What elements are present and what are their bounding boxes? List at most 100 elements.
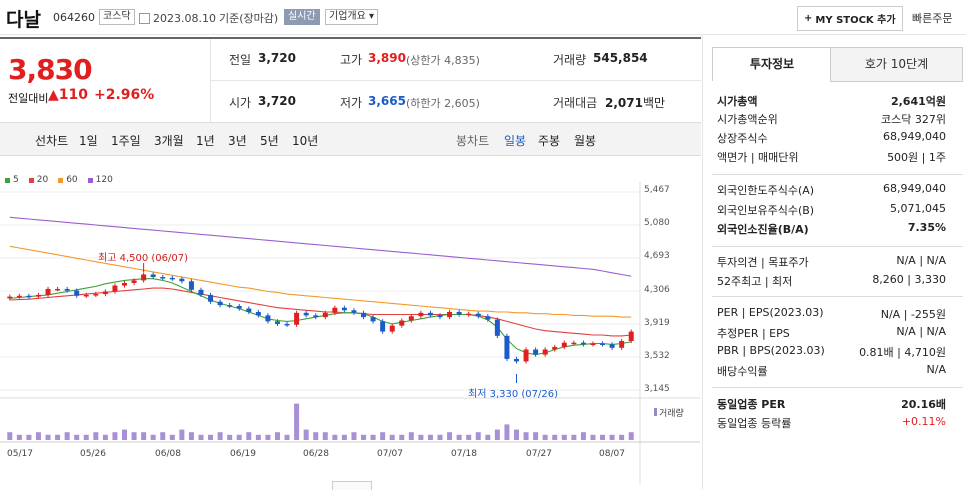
invest-row-label: 시가총액순위 [717, 113, 778, 126]
tab-candle-chart[interactable]: 봉차트 [456, 134, 490, 148]
lower-limit: (하한가 2,605) [406, 97, 480, 110]
candle [408, 316, 414, 321]
candle [380, 321, 386, 332]
candle [131, 280, 137, 283]
volume-bar [399, 434, 405, 440]
volume-bar [265, 434, 271, 440]
candle [399, 320, 405, 326]
volume-bar [351, 432, 357, 440]
candle [475, 313, 481, 317]
stock-name: 다날 [6, 9, 41, 31]
high-value: 3,890 [368, 51, 406, 65]
ma20-line [9, 287, 632, 337]
tab-weekly[interactable]: 주봉 [538, 134, 561, 148]
volume-bar [45, 434, 51, 440]
candle [188, 281, 194, 290]
company-overview-dropdown[interactable]: 기업개요 ▾ [325, 9, 379, 25]
candle [437, 315, 443, 318]
candle [361, 312, 367, 318]
invest-row-value: 2,641억원 [890, 95, 946, 108]
tab-10year[interactable]: 10년 [292, 134, 319, 148]
volume-bar [313, 432, 319, 440]
tab-orderbook[interactable]: 호가 10단계 [830, 47, 963, 82]
x-tick: 05/26 [80, 449, 106, 459]
volume-bar [303, 429, 309, 440]
volume-bar [370, 434, 376, 440]
candle [179, 278, 185, 282]
volume-bar [561, 434, 567, 440]
divider [712, 296, 963, 297]
prev-close-value: 3,720 [258, 51, 296, 65]
candle [523, 349, 529, 362]
tab-monthly[interactable]: 월봉 [574, 134, 597, 148]
legend-label: 5 [13, 175, 19, 185]
volume-bar [236, 434, 242, 440]
stock-code: 064260 [53, 11, 95, 24]
candle [227, 305, 233, 307]
tab-1week[interactable]: 1주일 [111, 134, 141, 148]
y-tick: 4,306 [644, 285, 670, 295]
invest-row-label: 외국인소진율(B/A) [717, 223, 809, 236]
candle [504, 335, 510, 359]
volume-bar [179, 429, 185, 440]
tab-1year[interactable]: 1년 [196, 134, 215, 148]
invest-row-value: 8,260 | 3,330 [872, 273, 946, 286]
tab-line-chart[interactable]: 선차트 [35, 134, 69, 148]
change-amount: 110 [58, 87, 89, 103]
invest-row-label: 외국인보유주식수(B) [717, 204, 815, 217]
invest-row-label: 외국인한도주식수(A) [717, 184, 815, 197]
candle [447, 311, 453, 318]
prev-close-label: 전일 [229, 53, 252, 67]
invest-row-value: 코스닥 327위 [881, 113, 946, 126]
change-percent: +2.96% [94, 87, 155, 103]
tab-5year[interactable]: 5년 [260, 134, 279, 148]
divider [712, 246, 963, 247]
invest-row-label: 상장주식수 [717, 132, 768, 145]
candle [93, 294, 99, 296]
ma60-line [9, 245, 632, 318]
my-stock-label: MY STOCK 추가 [815, 15, 896, 26]
candle [552, 346, 558, 350]
add-my-stock-button[interactable]: + MY STOCK 추가 [797, 6, 903, 31]
invest-tabs: 투자정보 호가 10단계 [712, 47, 963, 82]
tab-daily[interactable]: 일봉 [504, 134, 527, 148]
volume-bar [609, 434, 615, 440]
low-value: 3,665 [368, 94, 406, 108]
stock-chart[interactable] [0, 155, 700, 489]
up-arrow-icon: ▲ [48, 87, 59, 103]
volume-bar [542, 434, 548, 440]
tab-invest-info[interactable]: 투자정보 [712, 47, 832, 81]
high-annotation: 최고 4,500 (06/07) [98, 253, 189, 264]
legend-item-60: 60 [58, 175, 78, 185]
candle [542, 349, 548, 355]
tab-3year[interactable]: 3년 [228, 134, 247, 148]
volume-bar [628, 432, 634, 440]
volume-bar [427, 434, 433, 440]
x-tick: 08/07 [599, 449, 625, 459]
x-tick: 06/28 [303, 449, 329, 459]
volume-bar [74, 434, 80, 440]
quick-order-link[interactable]: 빠른주문 [912, 12, 953, 25]
open-value: 3,720 [258, 94, 296, 108]
tab-3month[interactable]: 3개월 [154, 134, 184, 148]
volume-bar [504, 424, 510, 440]
candle [16, 295, 22, 298]
candle [150, 274, 156, 278]
volume-bar [437, 434, 443, 440]
volume-bar [332, 434, 338, 440]
realtime-button[interactable]: 실시간 [284, 9, 320, 25]
invest-row-label: 동일업종 PER [717, 398, 786, 411]
tab-1day[interactable]: 1일 [79, 134, 98, 148]
volume-bar [274, 432, 280, 440]
volume-bar [418, 434, 424, 440]
candle [102, 291, 108, 295]
volume-bar [408, 432, 414, 440]
volume-bar [112, 432, 118, 440]
legend-item-5: 5 [5, 175, 19, 185]
chart-resize-handle[interactable] [332, 481, 372, 490]
invest-row-value: +0.11% [901, 415, 946, 428]
volume-bar [227, 434, 233, 440]
invest-row-label: PBR | BPS(2023.03) [717, 344, 825, 357]
volume-bar [255, 434, 261, 440]
candle [628, 331, 634, 341]
